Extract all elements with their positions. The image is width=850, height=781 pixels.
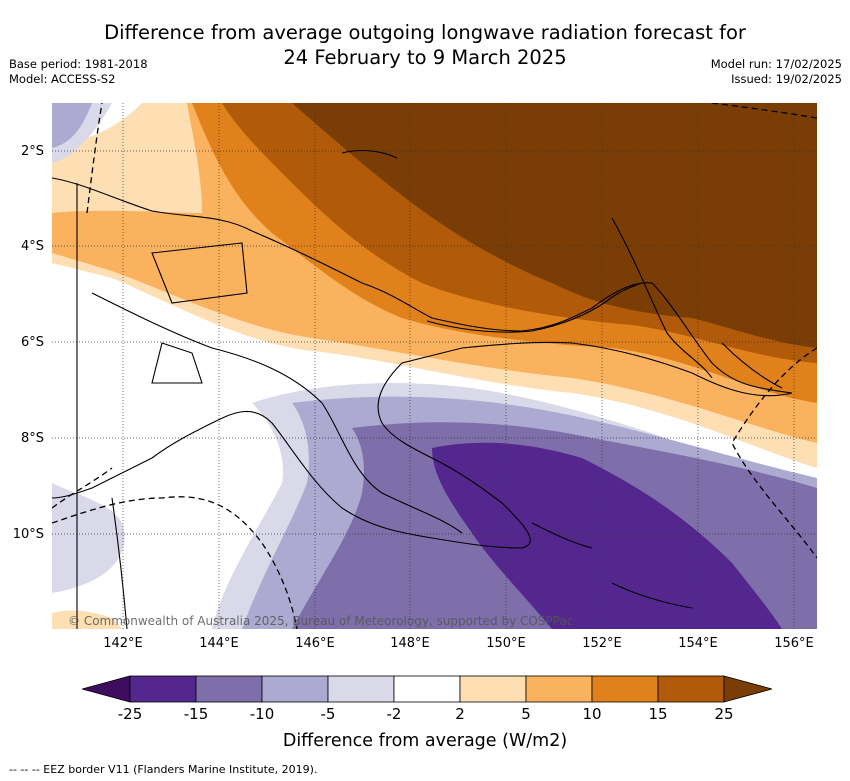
colorbar-tick-label: 10: [582, 705, 602, 723]
base-period: Base period: 1981-2018: [9, 57, 148, 71]
lat-label-4s: 4°S: [20, 239, 44, 254]
colorbar-segment: [459, 675, 527, 703]
colorbar-segment: [591, 675, 659, 703]
lat-label-6s: 6°S: [20, 335, 44, 350]
colorbar-extend-low: [80, 675, 131, 703]
title-line-1: Difference from average outgoing longwav…: [104, 21, 746, 44]
band-neg-15-25: [432, 442, 782, 629]
colorbar-tick-label: 25: [714, 705, 734, 723]
meta-right: Model run: 17/02/2025 Issued: 19/02/2025: [711, 57, 842, 87]
colorbar-segment: [327, 675, 395, 703]
colorbar-tick-label: -15: [183, 705, 209, 723]
lon-label-152e: 152°E: [582, 636, 622, 651]
colorbar-tick-label: 2: [455, 705, 465, 723]
coastlines: [52, 149, 793, 629]
band-gt-25: [292, 103, 817, 348]
colorbar-segment: [393, 675, 461, 703]
colorbar-tick-label: 15: [648, 705, 668, 723]
colorbar-tick-label: 5: [521, 705, 531, 723]
colorbar-tick-label: -2: [386, 705, 402, 723]
issued-date: Issued: 19/02/2025: [731, 72, 842, 86]
lon-label-142e: 142°E: [103, 636, 143, 651]
lon-label-156e: 156°E: [774, 636, 814, 651]
colorbar-tick-label: -10: [249, 705, 275, 723]
lat-label-2s: 2°S: [20, 144, 44, 159]
lat-label-10s: 10°S: [12, 527, 44, 542]
band-south-patch: [52, 610, 122, 629]
copyright-text: © Commonwealth of Australia 2025, Bureau…: [68, 614, 574, 628]
band-neg-2-5-west: [52, 483, 125, 593]
graticule: [52, 103, 817, 629]
colorbar-segment: [195, 675, 263, 703]
lon-label-146e: 146°E: [295, 636, 335, 651]
colorbar-label: Difference from average (W/m2): [282, 731, 568, 751]
map-panel: [52, 103, 817, 629]
model-run: Model run: 17/02/2025: [710, 57, 842, 71]
colorbar-segment: [525, 675, 593, 703]
colorbar-tick-label: -25: [117, 705, 143, 723]
colorbar-segment: [129, 675, 197, 703]
title-line-2: 24 February to 9 March 2025: [283, 46, 567, 69]
eez-legend-note: -- -- -- EEZ border V11 (Flanders Marine…: [9, 763, 318, 776]
colorbar-tick-label: -5: [320, 705, 336, 723]
colorbar-extend-high: [723, 675, 774, 703]
band-neg-5-10-nw: [52, 103, 92, 148]
lat-label-8s: 8°S: [20, 431, 44, 446]
map-title: Difference from average outgoing longwav…: [0, 20, 850, 70]
colorbar: [80, 672, 774, 706]
lon-label-150e: 150°E: [486, 636, 526, 651]
model-name: Model: ACCESS-S2: [9, 72, 116, 86]
eez-borders: [52, 103, 817, 629]
colorbar-svg: [80, 675, 774, 703]
colorbar-segment: [261, 675, 329, 703]
lon-label-148e: 148°E: [390, 636, 430, 651]
lon-label-154e: 154°E: [678, 636, 718, 651]
meta-left: Base period: 1981-2018 Model: ACCESS-S2: [9, 57, 148, 87]
lon-label-144e: 144°E: [199, 636, 239, 651]
map-svg: [52, 103, 817, 629]
colorbar-segment: [657, 675, 725, 703]
